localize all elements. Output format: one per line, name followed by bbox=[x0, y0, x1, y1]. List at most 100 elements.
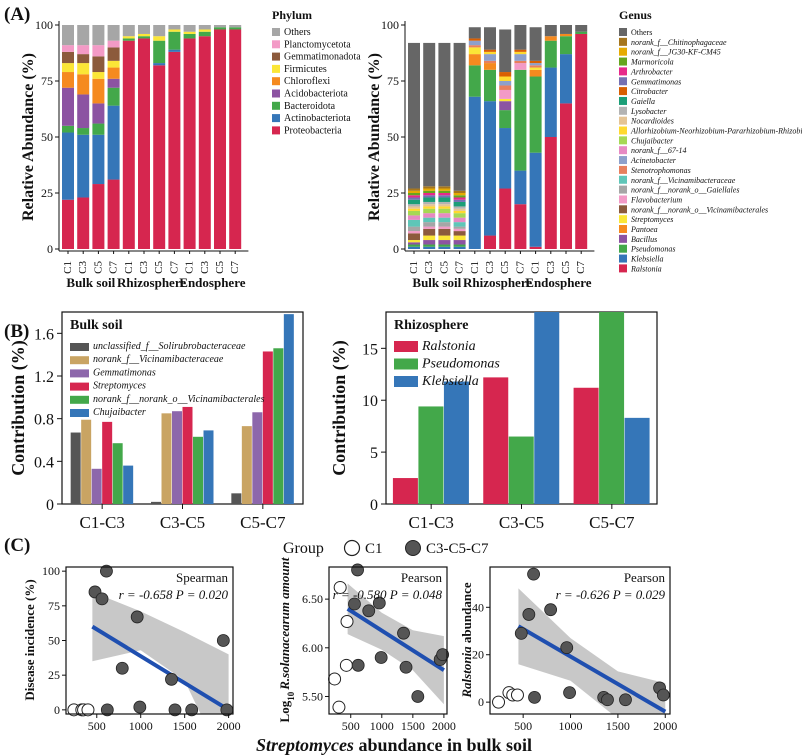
legend-swatch-chujaibacter bbox=[619, 136, 627, 145]
bar-segment-gaiella bbox=[453, 201, 466, 207]
legend-label-streptomyces: Streptomyces bbox=[93, 381, 146, 392]
point-c1 bbox=[332, 700, 346, 714]
bar-segment-pantoea bbox=[484, 63, 496, 70]
bar-segment-pseudomonas bbox=[408, 244, 420, 247]
legend-label-citrobacter: Citrobacter bbox=[631, 87, 669, 96]
x-tick-label: C7 bbox=[454, 261, 466, 274]
bar-segment-actinobacteriota bbox=[77, 134, 90, 198]
bar-segment-bacteroidota bbox=[92, 123, 105, 135]
x-tick-label: C3 bbox=[484, 261, 496, 274]
bar-segment-planctomycetota bbox=[92, 45, 105, 57]
bar-segment-bacteroidota bbox=[214, 27, 226, 30]
legend-swatch-firmicutes bbox=[272, 64, 280, 73]
bar-segment-arthrobacter bbox=[408, 195, 420, 198]
y-tick-label: 100 bbox=[42, 564, 60, 578]
legend-swatch-streptomyces bbox=[70, 382, 89, 391]
bar-segment-klebsiella bbox=[484, 101, 496, 236]
bar-pseudomonas-c3-c5 bbox=[508, 436, 534, 504]
bar-unclassified-f-solirubrobacteraceae-c5-c7 bbox=[231, 493, 242, 504]
bar-segment-ralstonia bbox=[514, 204, 527, 249]
bar-segment-others bbox=[484, 27, 496, 50]
bar-segment-flavobacterium bbox=[514, 63, 527, 70]
bar-segment-actinobacteriota bbox=[107, 105, 120, 180]
bar-unclassified-f-solirubrobacteraceae-c1-c3 bbox=[70, 432, 81, 504]
bar-segment-acinetobacter bbox=[484, 54, 496, 61]
bar-gemmatimonas-c5-c7 bbox=[252, 412, 263, 504]
point-c3-c5-c7 bbox=[544, 603, 558, 617]
legend-label-pseudomonas: Pseudomonas bbox=[421, 357, 500, 372]
bar-segment-norank-f-jg30-kf-cm45 bbox=[438, 188, 451, 191]
legend-swatch-norank-f-67-14 bbox=[619, 146, 627, 155]
bar-segment-pantoea bbox=[560, 33, 572, 37]
panel-c-label: (C) bbox=[4, 535, 30, 556]
ylabel-genus: Ralstonia bbox=[459, 646, 474, 699]
group-label-bulk-soil: Bulk soil bbox=[66, 275, 115, 290]
bar-segment-proteobacteria bbox=[198, 36, 211, 250]
legend-marker-c357 bbox=[405, 540, 421, 556]
bar-gemmatimonas-c3-c5 bbox=[172, 411, 182, 504]
bar-segment-gaiella bbox=[408, 199, 420, 205]
bar-segment-pseudomonas bbox=[453, 244, 466, 247]
bar-segment-others bbox=[544, 25, 557, 37]
x-tick-label: C5 bbox=[438, 261, 450, 274]
point-c3-c5-c7 bbox=[115, 661, 129, 675]
legend-swatch-allorhizobium-neorhizobium-pararhizobium-rhizobium bbox=[619, 126, 627, 135]
y-tick-label: 100 bbox=[381, 18, 399, 32]
bar-segment-others bbox=[499, 29, 512, 73]
bar-segment-gemmatimonas bbox=[453, 199, 466, 202]
x-tick-label: 1500 bbox=[173, 719, 197, 733]
bar-segment-actinobacteriota bbox=[62, 132, 74, 200]
x-tick-label: 2000 bbox=[217, 719, 241, 733]
bar-segment-others bbox=[468, 27, 481, 39]
legend-swatch-bacillus bbox=[619, 234, 627, 243]
bar-segment-others bbox=[229, 25, 242, 28]
legend-swatch-acinetobacter bbox=[619, 156, 627, 165]
bar-segment-norank-f-chitinophagaceae bbox=[453, 190, 466, 193]
point-c3-c5-c7 bbox=[168, 703, 182, 717]
x-tick-label: C5-C7 bbox=[240, 513, 286, 532]
y-tick-label: 20 bbox=[472, 648, 484, 662]
bar-segment-norank-f-norank-o-gaiellales bbox=[453, 226, 466, 229]
group-label-endosphere: Endosphere bbox=[525, 275, 591, 290]
point-c3-c5-c7 bbox=[100, 564, 113, 578]
point-c3-c5-c7 bbox=[522, 608, 536, 621]
bar-segment-klebsiella bbox=[438, 246, 451, 249]
bar-segment-klebsiella bbox=[499, 128, 512, 189]
legend-label-others: Others bbox=[631, 28, 652, 37]
y-tick-label: 0.8 bbox=[34, 412, 54, 429]
y-tick-label: 0 bbox=[393, 242, 399, 256]
bar-streptomyces-c5-c7 bbox=[262, 351, 273, 504]
point-c3-c5-c7 bbox=[165, 672, 178, 686]
point-c1 bbox=[333, 580, 347, 594]
legend-title: Phylum bbox=[272, 8, 312, 22]
legend-swatch-bacteroidota bbox=[272, 101, 280, 110]
legend-swatch-pantoea bbox=[619, 225, 627, 233]
legend-label-chloroflexi: Chloroflexi bbox=[284, 76, 330, 87]
bar-segment-allorhizobium-neorhizobium-pararhizobium-rhizobium bbox=[484, 51, 496, 55]
group-label-rhizosphere: Rhizosphere bbox=[463, 275, 532, 290]
legend-label-marmoricola: Marmoricola bbox=[630, 58, 674, 67]
bar-segment-pseudomonas bbox=[575, 31, 588, 34]
panel-title: Bulk soil bbox=[70, 318, 123, 333]
y-tick-label: 1.6 bbox=[34, 326, 54, 343]
bar-segment-bacteroidota bbox=[138, 36, 150, 39]
bar-segment-others bbox=[198, 25, 211, 30]
point-c3-c5-c7 bbox=[560, 641, 574, 655]
legend-swatch-stenotrophomonas bbox=[619, 165, 627, 174]
bar-segment-nocardioides bbox=[408, 206, 420, 209]
ylabel-log-sub: 10 bbox=[286, 691, 296, 701]
bar-segment-streptomyces bbox=[529, 67, 542, 70]
bar-segment-ralstonia bbox=[544, 137, 557, 249]
x-tick-label: C3 bbox=[545, 261, 557, 274]
bar-segment-ralstonia bbox=[484, 235, 496, 249]
bar-segment-lysobacter bbox=[438, 201, 451, 205]
legend-swatch-unclassified-f-solirubrobacteraceae bbox=[70, 343, 89, 351]
y-tick-label: 0.4 bbox=[34, 454, 54, 471]
x-tick-label: C5 bbox=[499, 261, 511, 274]
bar-segment-norank-f-67-14 bbox=[453, 217, 466, 223]
bar-segment-others bbox=[575, 25, 588, 32]
ralstonia-abundance-scatter: 500 1000 1500 2000 0 20 40 Pearson r = -0.626 P … bbox=[459, 566, 677, 733]
legend-swatch-klebsiella bbox=[619, 254, 627, 263]
point-c3-c5-c7 bbox=[563, 686, 576, 700]
legend-swatch-acidobacteriota bbox=[272, 89, 280, 98]
